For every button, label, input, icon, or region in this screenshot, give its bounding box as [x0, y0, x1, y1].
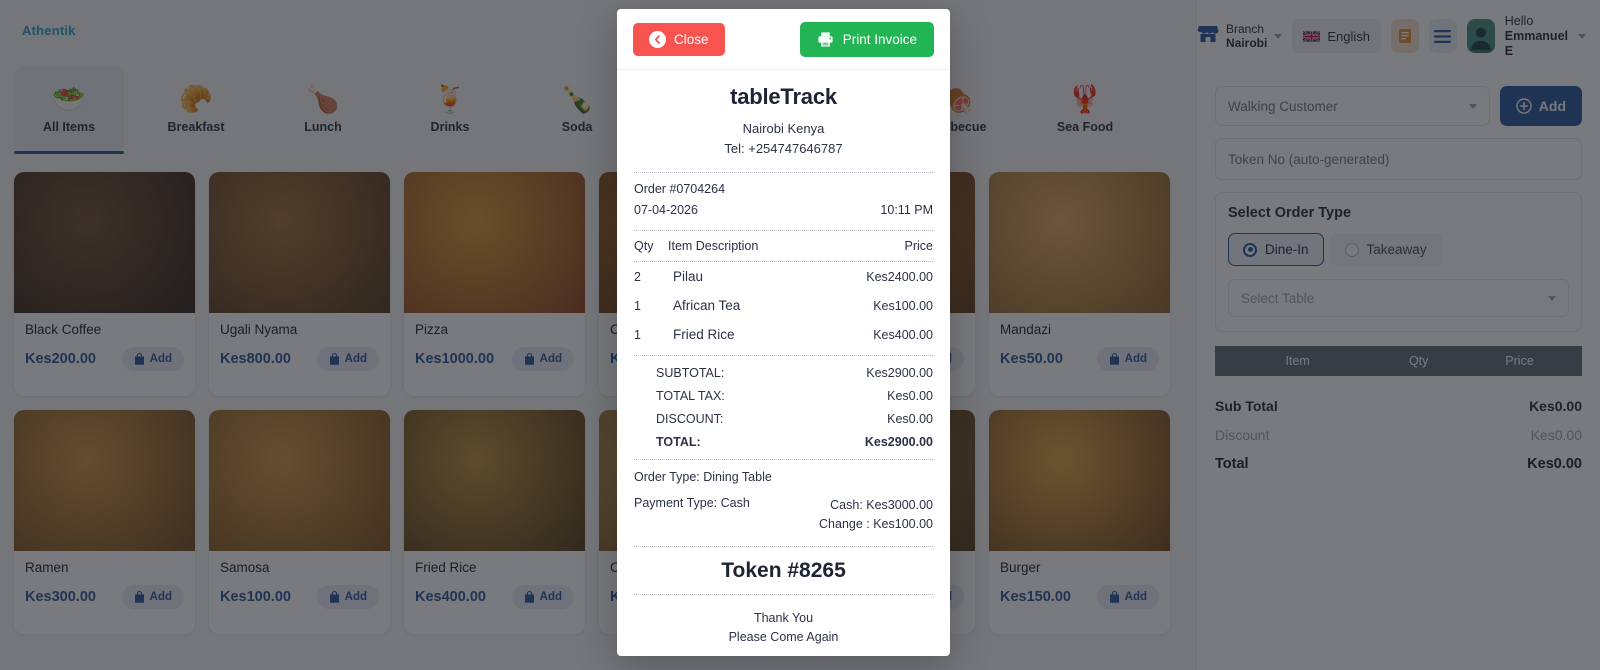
- close-label: Close: [674, 31, 709, 47]
- sum-label: TOTAL TAX:: [656, 389, 725, 403]
- item-qty: 1: [634, 298, 641, 313]
- item-qty: 2: [634, 269, 641, 284]
- print-invoice-button[interactable]: Print Invoice: [799, 21, 934, 57]
- receipt-sum-row: TOTAL TAX: Kes0.00: [634, 389, 933, 412]
- item-price: Kes400.00: [873, 327, 933, 342]
- sum-label: SUBTOTAL:: [656, 366, 725, 380]
- receipt-order-type: Order Type: Dining Table: [634, 470, 772, 484]
- sum-value: Kes2900.00: [864, 435, 933, 449]
- close-button[interactable]: Close: [633, 22, 725, 56]
- receipt-sum-row: TOTAL: Kes2900.00: [634, 435, 933, 451]
- divider: [634, 230, 933, 231]
- divider: [634, 459, 933, 460]
- receipt-sum-row: SUBTOTAL: Kes2900.00: [634, 366, 933, 389]
- receipt-sum-row: DISCOUNT: Kes0.00: [634, 412, 933, 435]
- receipt-shop-name: tableTrack: [730, 84, 837, 109]
- thanks-line-1: Thank You: [753, 611, 814, 625]
- col-qty: Qty: [634, 239, 654, 253]
- item-name: African Tea: [673, 298, 741, 313]
- thanks-line-2: Please Come Again: [728, 630, 839, 644]
- receipt-sums: SUBTOTAL: Kes2900.00 TOTAL TAX: Kes0.00 DISC…: [634, 356, 933, 455]
- printer-icon: [818, 31, 833, 47]
- item-name: Fried Rice: [673, 327, 735, 342]
- invoice-modal: Close Print Invoice tableTrack Nairobi K…: [617, 9, 950, 656]
- receipt-cash-block: Cash: Kes3000.00 Change : Kes100.00: [819, 496, 933, 534]
- receipt-tel: Tel: +254747646787: [724, 141, 843, 156]
- print-invoice-label: Print Invoice: [842, 31, 917, 47]
- receipt-payment-type: Payment Type: Cash: [634, 496, 750, 510]
- item-qty: 1: [634, 327, 641, 342]
- receipt-change: Change : Kes100.00: [819, 517, 933, 531]
- receipt-time: 10:11 PM: [880, 203, 933, 217]
- col-price: Price: [904, 239, 933, 253]
- receipt-item-row: 1 African Tea Kes100.00: [634, 291, 933, 320]
- receipt-address: Nairobi Kenya: [742, 121, 825, 136]
- sum-value: Kes2900.00: [866, 366, 933, 380]
- receipt-payment: Order Type: Dining Table Payment Type: C…: [634, 460, 933, 534]
- receipt-thanks: Thank You Please Come Again: [634, 595, 933, 647]
- sum-value: Kes0.00: [887, 412, 933, 426]
- receipt-order-no: Order #0704264: [634, 182, 726, 196]
- invoice-modal-header: Close Print Invoice: [617, 9, 950, 70]
- receipt-meta: Order #0704264 07-04-2026 10:11 PM: [634, 182, 933, 217]
- receipt-powered-by: Powered by tableTrack: [634, 647, 933, 656]
- receipt-item-row: 2 Pilau Kes2400.00: [634, 262, 933, 291]
- receipt-item-row: 1 Fried Rice Kes400.00: [634, 320, 933, 349]
- col-desc: Item Description: [668, 239, 759, 253]
- divider: [634, 172, 933, 173]
- divider: [634, 355, 933, 356]
- receipt: tableTrack Nairobi Kenya Tel: +254747646…: [617, 70, 950, 656]
- divider: [634, 261, 933, 262]
- sum-label: DISCOUNT:: [656, 412, 724, 426]
- receipt-columns: Qty Item Description Price: [634, 231, 933, 261]
- receipt-cash: Cash: Kes3000.00: [830, 498, 933, 512]
- item-price: Kes100.00: [873, 298, 933, 313]
- sum-value: Kes0.00: [887, 389, 933, 403]
- sum-label: TOTAL:: [656, 435, 701, 449]
- receipt-date: 07-04-2026: [634, 203, 698, 217]
- receipt-shop-contact: Nairobi Kenya Tel: +254747646787: [634, 119, 933, 159]
- item-name: Pilau: [673, 269, 704, 284]
- receipt-token: Token #8265: [721, 559, 846, 582]
- divider: [634, 546, 933, 547]
- chevron-left-circle-icon: [649, 30, 666, 48]
- item-price: Kes2400.00: [866, 269, 933, 284]
- divider: [634, 594, 933, 595]
- receipt-items: 2 Pilau Kes2400.00 1 African Tea Kes100.00 1 Fr…: [634, 262, 933, 349]
